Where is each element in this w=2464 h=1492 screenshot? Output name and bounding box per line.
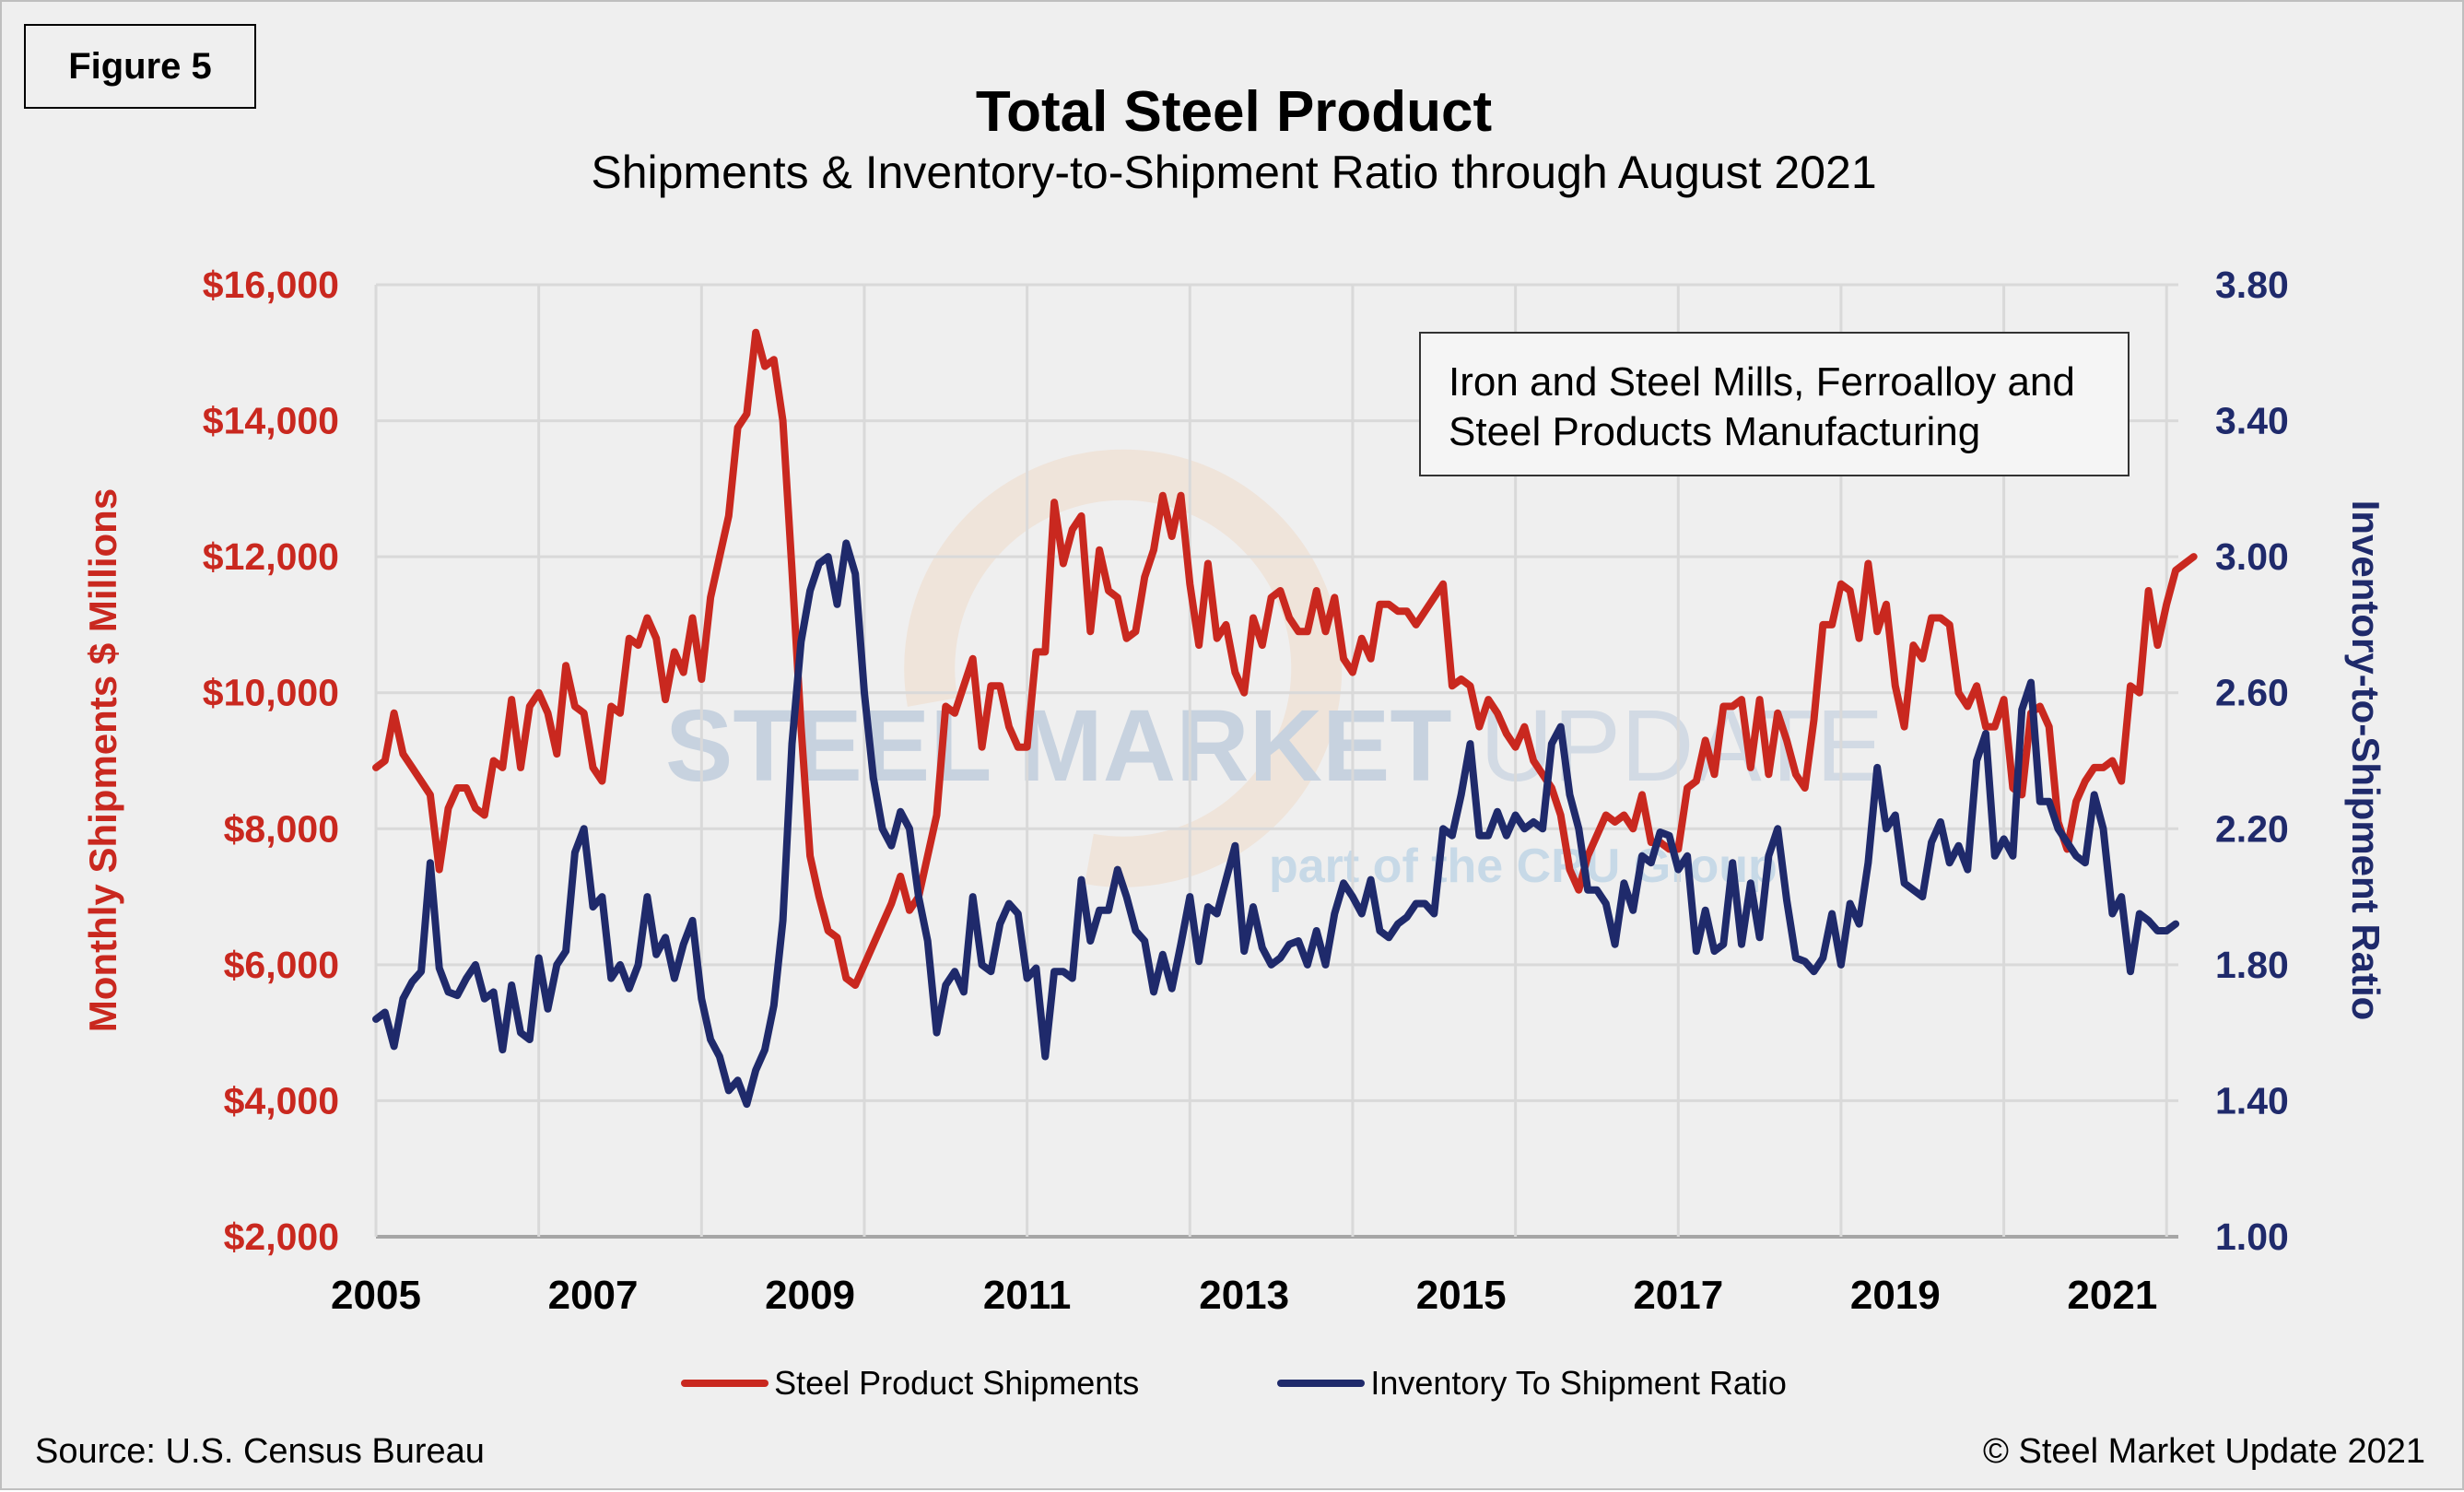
- left-tick-label: $14,000: [203, 400, 339, 442]
- source-note: Source: U.S. Census Bureau: [35, 1432, 485, 1471]
- series-line-shipments: [372, 328, 2198, 989]
- right-tick-label: 3.00: [2215, 535, 2289, 578]
- x-tick-label: 2007: [548, 1273, 639, 1318]
- legend-item-shipments: Steel Product Shipments: [681, 1364, 1139, 1403]
- copyright-note: © Steel Market Update 2021: [1982, 1432, 2425, 1471]
- series-lines: [372, 328, 2198, 1109]
- right-tick-label: 1.00: [2215, 1216, 2289, 1258]
- x-tick-label: 2011: [983, 1273, 1071, 1318]
- legend-swatch-ratio: [1277, 1380, 1366, 1387]
- x-tick-label: 2021: [2067, 1273, 2157, 1318]
- right-tick-label: 1.80: [2215, 944, 2289, 986]
- legend-item-ratio: Inventory To Shipment Ratio: [1277, 1364, 1787, 1403]
- left-axis-ticks: $2,000 $4,000 $6,000 $8,000 $10,000 $12,000 $1…: [203, 264, 339, 1258]
- left-tick-label: $12,000: [203, 535, 339, 578]
- left-tick-label: $8,000: [224, 807, 339, 850]
- x-tick-label: 2013: [1199, 1273, 1289, 1318]
- x-tick-label: 2015: [1416, 1273, 1507, 1318]
- x-tick-label: 2019: [1850, 1273, 1941, 1318]
- legend-label-ratio: Inventory To Shipment Ratio: [1370, 1364, 1787, 1402]
- right-tick-label: 3.40: [2215, 400, 2289, 442]
- x-tick-label: 2009: [765, 1273, 855, 1318]
- x-axis-ticks: 2005 2007 2009 2011 2013 2015 2017 2019 2021: [331, 1273, 2157, 1318]
- x-tick-label: 2017: [1633, 1273, 1723, 1318]
- right-tick-label: 2.20: [2215, 807, 2289, 850]
- watermark-logo: STEEL MARKET UPDATE part of the CRU Grou…: [665, 449, 1883, 893]
- right-tick-label: 3.80: [2215, 264, 2289, 306]
- figure-label: Figure 5: [24, 24, 256, 109]
- left-axis-title: Monthly Shipments $ Millions: [81, 488, 124, 1033]
- left-tick-label: $2,000: [224, 1216, 339, 1258]
- left-tick-label: $4,000: [224, 1079, 339, 1122]
- series-line-ratio: [372, 539, 2180, 1109]
- legend: Steel Product Shipments Inventory To Shi…: [2, 1364, 2464, 1403]
- right-tick-label: 2.60: [2215, 672, 2289, 714]
- right-axis-ticks: 1.00 1.40 1.80 2.20 2.60 3.00 3.40 3.80: [2215, 264, 2289, 1258]
- left-tick-label: $10,000: [203, 672, 339, 714]
- legend-label-shipments: Steel Product Shipments: [774, 1364, 1140, 1402]
- legend-swatch-shipments: [681, 1380, 769, 1387]
- chart-title: Total Steel Product: [975, 80, 1493, 144]
- right-axis-title: Inventory-to-Shipment Ratio: [2344, 499, 2388, 1021]
- chart-subtitle: Shipments & Inventory-to-Shipment Ratio …: [591, 147, 1877, 198]
- left-tick-label: $6,000: [224, 944, 339, 986]
- x-tick-label: 2005: [331, 1273, 421, 1318]
- left-tick-label: $16,000: [203, 264, 339, 306]
- annotation-box: Iron and Steel Mills, Ferroalloy and Ste…: [1419, 332, 2130, 476]
- right-tick-label: 1.40: [2215, 1079, 2289, 1122]
